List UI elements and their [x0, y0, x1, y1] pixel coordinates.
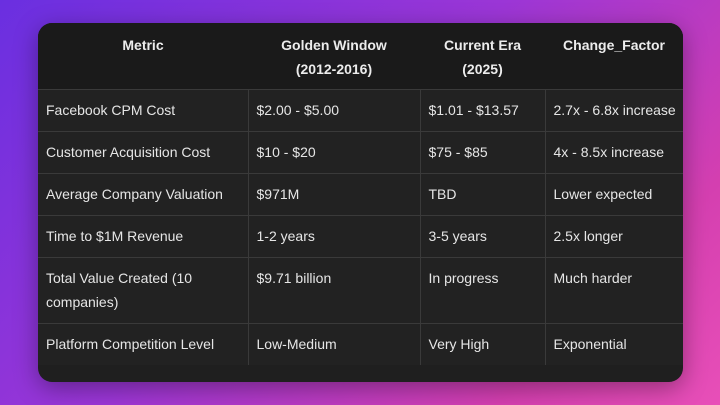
cell-metric: Facebook CPM Cost	[38, 89, 248, 132]
cell-current-era: $1.01 - $13.57	[419, 89, 545, 132]
cell-change-factor: Much harder	[544, 257, 683, 324]
header-current-era-sub: (2025)	[462, 61, 503, 77]
table-row: Platform Competition Level Low-Medium Ve…	[38, 323, 683, 365]
cell-change-factor: 4x - 8.5x increase	[544, 131, 683, 174]
cell-change-factor: 2.5x longer	[544, 215, 683, 258]
cell-change-factor: Lower expected	[544, 173, 683, 216]
header-current-era: Current Era (2025)	[420, 23, 545, 90]
table-header-row: Metric Golden Window (2012-2016) Current…	[38, 23, 683, 90]
comparison-table: Metric Golden Window (2012-2016) Current…	[38, 23, 683, 365]
cell-metric: Platform Competition Level	[38, 323, 248, 365]
cell-current-era: TBD	[419, 173, 545, 216]
cell-metric: Total Value Created (10 companies)	[38, 257, 248, 324]
cell-change-factor: 2.7x - 6.8x increase	[544, 89, 683, 132]
cell-golden-window: 1-2 years	[247, 215, 420, 258]
cell-golden-window: Low-Medium	[247, 323, 420, 365]
cell-metric: Average Company Valuation	[38, 173, 248, 216]
table-row: Facebook CPM Cost $2.00 - $5.00 $1.01 - …	[38, 89, 683, 132]
comparison-card: Metric Golden Window (2012-2016) Current…	[38, 23, 683, 382]
cell-golden-window: $971M	[247, 173, 420, 216]
cell-golden-window: $10 - $20	[247, 131, 420, 174]
header-golden-window-sub: (2012-2016)	[295, 61, 373, 77]
cell-change-factor: Exponential	[544, 323, 683, 365]
cell-metric: Time to $1M Revenue	[38, 215, 248, 258]
cell-metric: Customer Acquisition Cost	[38, 131, 248, 174]
header-golden-window: Golden Window (2012-2016)	[248, 23, 420, 90]
table-row: Total Value Created (10 companies) $9.71…	[38, 257, 683, 324]
header-metric-label: Metric	[122, 37, 164, 53]
header-change-factor: Change_Factor	[545, 23, 683, 90]
cell-current-era: $75 - $85	[419, 131, 545, 174]
header-metric: Metric	[38, 23, 248, 90]
cell-current-era: 3-5 years	[419, 215, 545, 258]
cell-golden-window: $9.71 billion	[247, 257, 420, 324]
header-current-era-label: Current Era	[443, 37, 522, 53]
table-row: Time to $1M Revenue 1-2 years 3-5 years …	[38, 215, 683, 258]
table-row: Average Company Valuation $971M TBD Lowe…	[38, 173, 683, 216]
cell-current-era: Very High	[419, 323, 545, 365]
cell-golden-window: $2.00 - $5.00	[247, 89, 420, 132]
table-row: Customer Acquisition Cost $10 - $20 $75 …	[38, 131, 683, 174]
cell-current-era: In progress	[419, 257, 545, 324]
header-change-factor-label: Change_Factor	[563, 37, 665, 53]
header-golden-window-label: Golden Window	[281, 37, 387, 53]
